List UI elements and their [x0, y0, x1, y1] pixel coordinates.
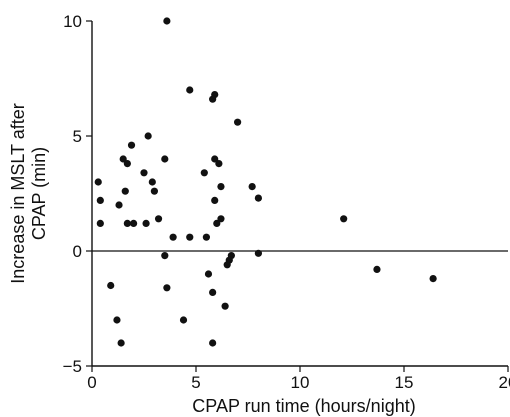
data-point — [215, 160, 223, 168]
data-point — [211, 155, 219, 163]
data-point — [96, 219, 104, 227]
x-tick-label: 5 — [191, 373, 200, 392]
data-point — [254, 249, 262, 257]
y-tick-label: 0 — [73, 242, 82, 261]
data-point — [217, 183, 225, 191]
data-points — [94, 17, 437, 347]
data-point — [127, 141, 136, 149]
data-point — [200, 169, 208, 177]
ticks: −5 0 5 10 0 5 10 15 20 — [63, 12, 510, 392]
data-point — [340, 215, 348, 223]
data-point — [209, 339, 217, 347]
data-point — [163, 284, 171, 292]
x-tick-label: 10 — [291, 373, 310, 392]
data-point — [144, 132, 152, 140]
y-tick-label: 10 — [63, 12, 82, 31]
data-point — [373, 265, 381, 273]
data-point — [115, 201, 123, 209]
data-point — [213, 219, 221, 227]
data-point — [123, 160, 131, 168]
data-point — [96, 196, 104, 204]
data-point — [123, 219, 131, 227]
y-tick-label: 5 — [73, 127, 82, 146]
data-point — [179, 316, 188, 324]
data-point — [186, 233, 194, 241]
data-point — [142, 219, 150, 227]
data-point — [223, 261, 231, 269]
data-point — [121, 187, 129, 195]
data-point — [107, 281, 115, 290]
data-point — [161, 155, 169, 163]
data-point — [211, 196, 219, 204]
y-tick-label: −5 — [63, 357, 82, 376]
data-point — [117, 339, 125, 347]
data-point — [161, 252, 169, 260]
data-point — [119, 155, 127, 163]
x-tick-label: 20 — [499, 373, 510, 392]
data-point — [94, 178, 102, 186]
data-point — [150, 187, 158, 195]
x-axis-label: CPAP run time (hours/night) — [192, 396, 415, 416]
data-point — [429, 275, 437, 283]
x-tick-label: 0 — [87, 373, 96, 392]
y-axis-label-line-2: CPAP (min) — [29, 147, 49, 240]
data-point — [209, 288, 217, 296]
y-axis-label-line-1: Increase in MSLT after — [8, 103, 28, 283]
data-point — [163, 17, 171, 25]
data-point — [202, 233, 210, 241]
x-tick-label: 15 — [395, 373, 414, 392]
data-point — [113, 316, 121, 324]
data-point — [217, 215, 225, 223]
data-point — [169, 233, 177, 241]
data-point — [186, 86, 194, 94]
data-point — [209, 95, 217, 103]
data-point — [221, 302, 229, 310]
data-point — [148, 178, 156, 186]
data-point — [234, 118, 242, 126]
data-point — [248, 183, 256, 191]
data-point — [254, 194, 262, 202]
data-point — [130, 219, 138, 227]
data-point — [204, 270, 213, 278]
data-point — [140, 169, 148, 177]
data-point — [154, 215, 163, 223]
